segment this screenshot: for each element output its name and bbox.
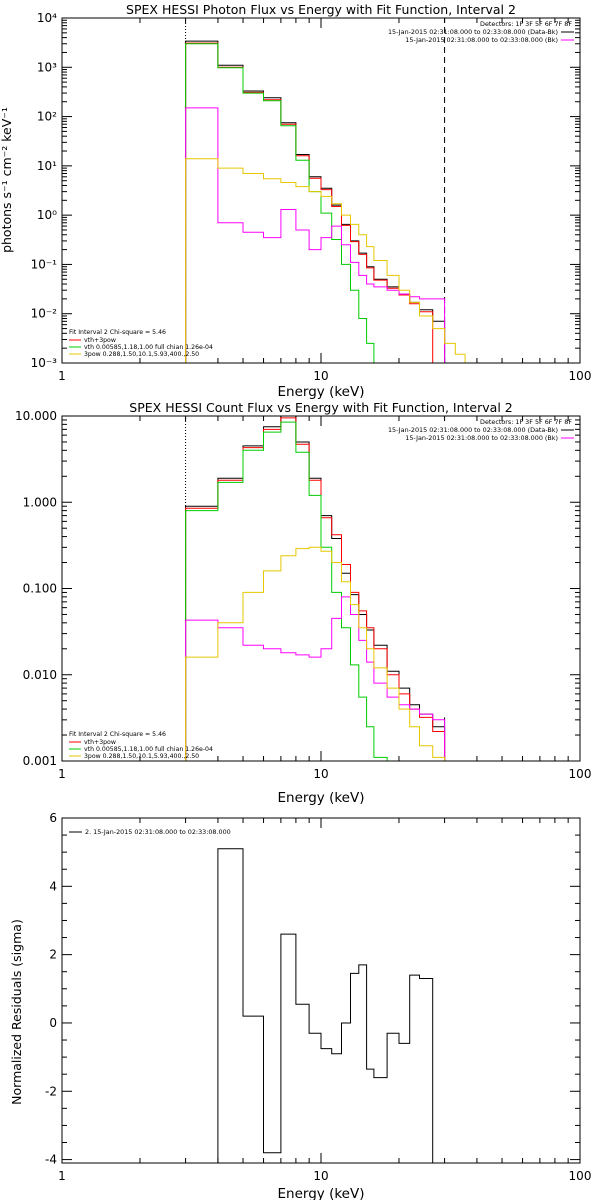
time-legend-entry-data: 15-Jan-2015 02:31:08.000 to 02:33:08.000… bbox=[388, 28, 558, 36]
tick-group: 1 10 100 0.001 0.010 0.100 1.000 10.000 bbox=[15, 409, 591, 781]
spectrum-step-line bbox=[185, 596, 446, 761]
fit-legend: Fit Interval 2 Chi-square = 5.46 vth+3po… bbox=[69, 731, 213, 760]
detectors-label: Detectors: 1F 3F 5F 6F 7F 8F bbox=[480, 20, 572, 28]
y-tick-label: 0.010 bbox=[23, 668, 57, 682]
data-marks bbox=[185, 18, 477, 364]
data-marks bbox=[185, 415, 446, 761]
time-legend-entry-data: 15-Jan-2015 02:31:08.000 to 02:33:08.000… bbox=[388, 426, 558, 434]
photon-flux-panel: SPEX HESSI Photon Flux vs Energy with Fi… bbox=[0, 2, 591, 400]
y-tick-label: 10¹ bbox=[37, 159, 57, 173]
residuals-panel: Normalized Residuals (sigma) Energy (keV… bbox=[9, 811, 591, 1200]
y-tick-label: 0.100 bbox=[23, 582, 57, 596]
tick-group: 1 10 100 10⁻³ 10⁻² 10⁻¹ 10⁰ 10¹ 10² 10³ 10⁴ bbox=[31, 11, 592, 383]
x-tick-label: 100 bbox=[569, 1169, 592, 1183]
x-tick-label: 10 bbox=[313, 369, 328, 383]
y-tick-label: 0.001 bbox=[23, 754, 57, 768]
x-tick-label: 10 bbox=[313, 767, 328, 781]
y-tick-label: 0 bbox=[49, 1016, 57, 1030]
spectrum-step-line bbox=[185, 848, 434, 1164]
detectors-label: Detectors: 1F 3F 5F 6F 7F 8F bbox=[480, 418, 572, 426]
data-marks bbox=[185, 848, 434, 1164]
fit-legend-entry-total: vth+3pow bbox=[84, 739, 116, 746]
fit-legend-entry-vth: vth 0.00585,1.18,1.00 full chian 1.26e-0… bbox=[84, 344, 213, 351]
fit-legend-header: Fit Interval 2 Chi-square = 5.46 bbox=[69, 329, 166, 336]
plot-frame bbox=[61, 817, 581, 1164]
spectrum-step-line bbox=[185, 43, 375, 363]
time-legend: 2. 15-Jan-2015 02:31:08.000 to 02:33:08.… bbox=[69, 828, 231, 836]
chart-title: SPEX HESSI Count Flux vs Energy with Fit… bbox=[129, 400, 512, 415]
y-tick-label: -2 bbox=[45, 1084, 57, 1098]
spectrum-step-line bbox=[185, 40, 446, 363]
x-tick-label: 1 bbox=[58, 369, 66, 383]
x-tick-label: 10 bbox=[313, 1169, 328, 1183]
y-tick-label: 10⁻³ bbox=[31, 356, 58, 370]
y-tick-label: 2 bbox=[49, 948, 57, 962]
fit-legend-header: Fit Interval 2 Chi-square = 5.46 bbox=[69, 731, 166, 738]
x-axis-label: Energy (keV) bbox=[278, 1186, 365, 1200]
y-tick-label: 1.000 bbox=[23, 495, 57, 509]
spectrum-step-line bbox=[185, 107, 446, 363]
time-legend-entry: 2. 15-Jan-2015 02:31:08.000 to 02:33:08.… bbox=[85, 828, 231, 836]
x-axis-label: Energy (keV) bbox=[278, 384, 365, 400]
y-axis-label: Normalized Residuals (sigma) bbox=[9, 919, 24, 1105]
spectrum-step-line bbox=[185, 421, 388, 761]
plot-frame bbox=[61, 17, 581, 364]
y-tick-label: 10³ bbox=[37, 60, 57, 74]
x-tick-label: 1 bbox=[58, 1169, 66, 1183]
fit-legend: Fit Interval 2 Chi-square = 5.46 vth+3po… bbox=[69, 329, 213, 358]
spectrum-step-line bbox=[185, 546, 446, 761]
spectrum-step-line bbox=[185, 158, 477, 364]
spectrum-step-line bbox=[185, 42, 434, 363]
x-tick-label: 100 bbox=[569, 369, 592, 383]
y-tick-label: 4 bbox=[49, 879, 57, 893]
fit-legend-entry-3pow: 3pow 0.288,1.50,10.1,5.93,400.,2.50 bbox=[84, 753, 199, 760]
y-tick-label: 10⁰ bbox=[37, 208, 57, 222]
fit-legend-entry-total: vth+3pow bbox=[84, 337, 116, 344]
tick-group: 1 10 100 -4 -2 0 2 4 6 bbox=[45, 811, 591, 1183]
y-tick-label: 10⁴ bbox=[37, 11, 57, 25]
fit-legend-entry-vth: vth 0.00585,1.18,1.00 full chian 1.26e-0… bbox=[84, 746, 213, 753]
count-flux-panel: SPEX HESSI Count Flux vs Energy with Fit… bbox=[15, 400, 591, 806]
chart-title: SPEX HESSI Photon Flux vs Energy with Fi… bbox=[126, 2, 516, 17]
x-tick-label: 100 bbox=[569, 767, 592, 781]
y-axis-label: photons s⁻¹ cm⁻² keV⁻¹ bbox=[0, 107, 14, 253]
plot-frame bbox=[61, 415, 581, 762]
x-tick-label: 1 bbox=[58, 767, 66, 781]
y-tick-label: 10⁻¹ bbox=[31, 257, 58, 271]
y-tick-label: 10⁻² bbox=[31, 307, 58, 321]
time-legend: Detectors: 1F 3F 5F 6F 7F 8F 15-Jan-2015… bbox=[388, 418, 574, 442]
y-tick-label: -4 bbox=[45, 1153, 57, 1167]
x-axis-label: Energy (keV) bbox=[278, 790, 365, 806]
y-tick-label: 10.000 bbox=[15, 409, 57, 423]
time-legend-entry-bk: 15-Jan-2015 02:31:08.000 to 02:33:08.000… bbox=[405, 434, 558, 442]
y-tick-label: 6 bbox=[49, 811, 57, 825]
time-legend: Detectors: 1F 3F 5F 6F 7F 8F 15-Jan-2015… bbox=[388, 20, 574, 44]
time-legend-entry-bk: 15-Jan-2015 02:31:08.000 to 02:33:08.000… bbox=[405, 36, 558, 44]
y-tick-label: 10² bbox=[37, 110, 57, 124]
fit-legend-entry-3pow: 3pow 0.288,1.50,10.1,5.93,400.,2.50 bbox=[84, 351, 199, 358]
